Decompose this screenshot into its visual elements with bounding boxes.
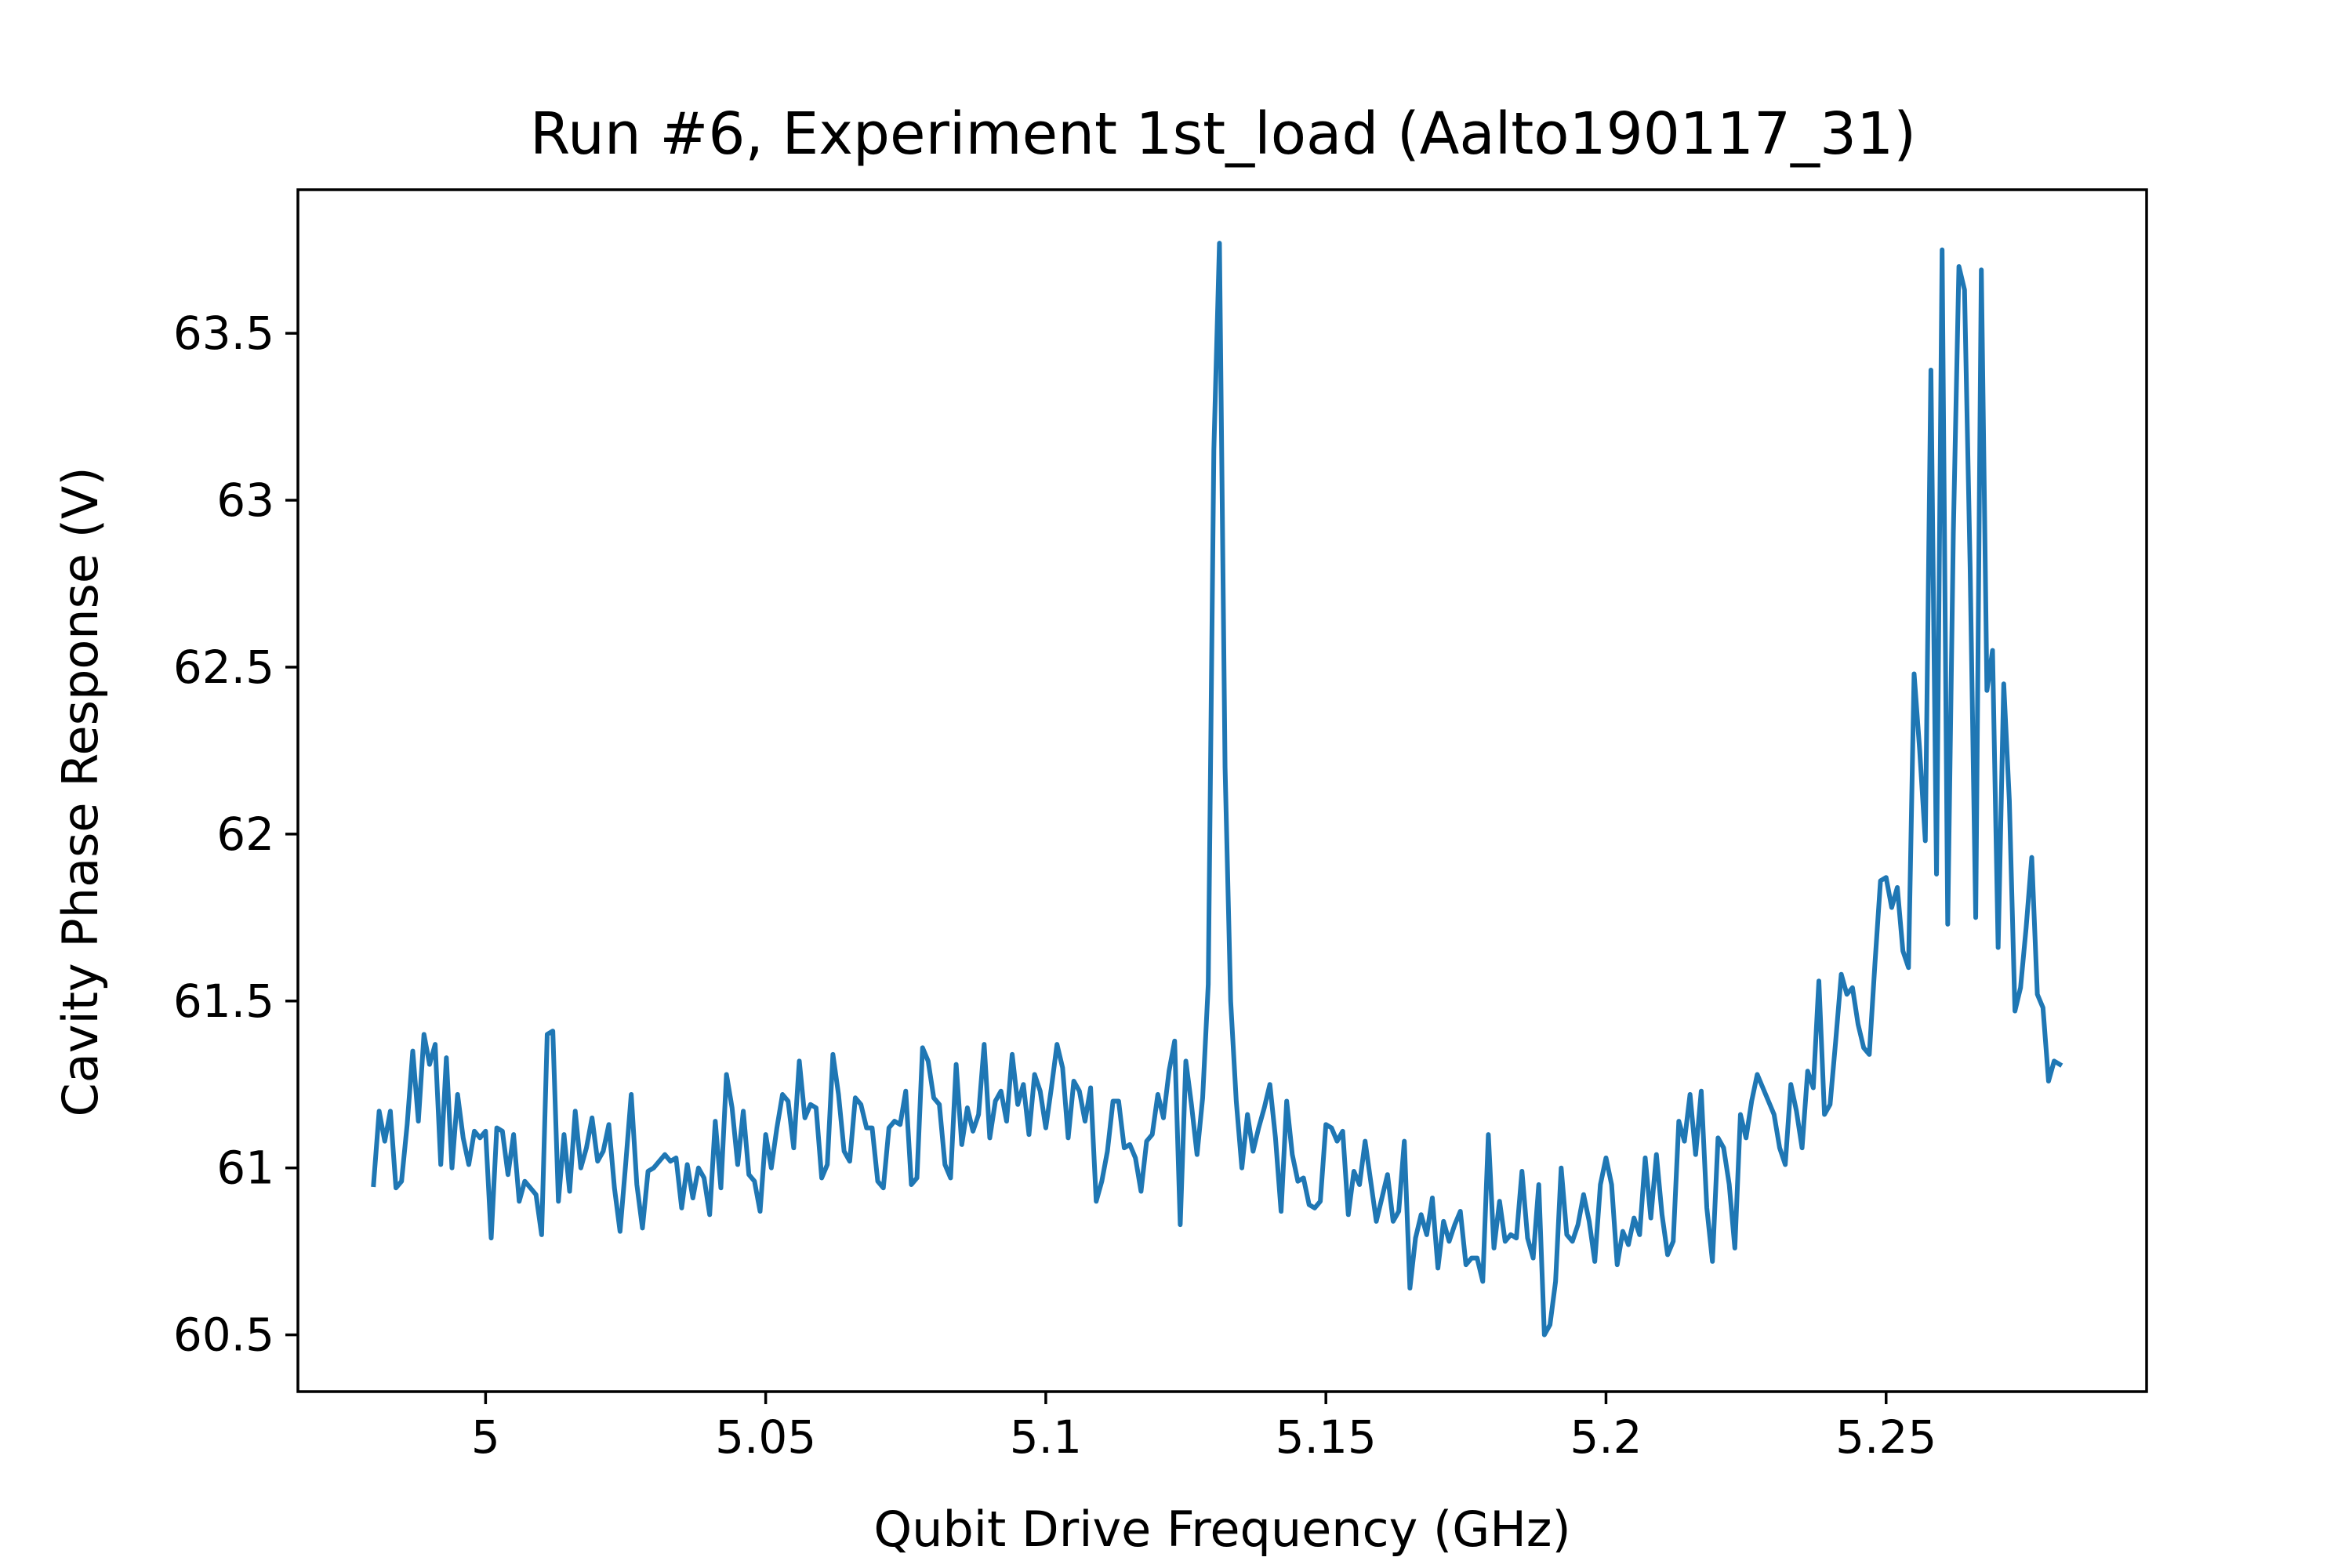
x-tick-label: 5.2 (1570, 1410, 1642, 1464)
x-tick-label: 5 (471, 1410, 500, 1464)
chart-title: Run #6, Experiment 1st_load (Aalto190117… (530, 100, 1916, 168)
y-axis-label: Cavity Phase Response (V) (52, 466, 109, 1116)
y-tick-label: 62.5 (173, 641, 274, 694)
x-tick-label: 5.15 (1276, 1410, 1377, 1464)
y-tick-label: 61.5 (173, 975, 274, 1028)
y-tick-label: 60.5 (173, 1308, 274, 1362)
x-axis-label: Qubit Drive Frequency (GHz) (873, 1501, 1570, 1558)
y-tick-label: 63.5 (173, 307, 274, 360)
plot-frame (296, 188, 2148, 1393)
y-tick-label: 62 (216, 808, 274, 861)
x-axis: 5 5.05 5.1 5.15 5.2 5.25 (471, 1392, 1936, 1464)
x-tick-label: 5.1 (1010, 1410, 1082, 1464)
x-tick-label: 5.25 (1835, 1410, 1936, 1464)
x-tick-label: 5.05 (715, 1410, 816, 1464)
plot-area (296, 188, 2148, 1393)
y-tick-label: 63 (216, 474, 274, 527)
series-line (371, 241, 2063, 1338)
y-axis: 60.5 61 61.5 62 62.5 63 63.5 (173, 307, 298, 1362)
y-tick-label: 61 (216, 1142, 274, 1195)
